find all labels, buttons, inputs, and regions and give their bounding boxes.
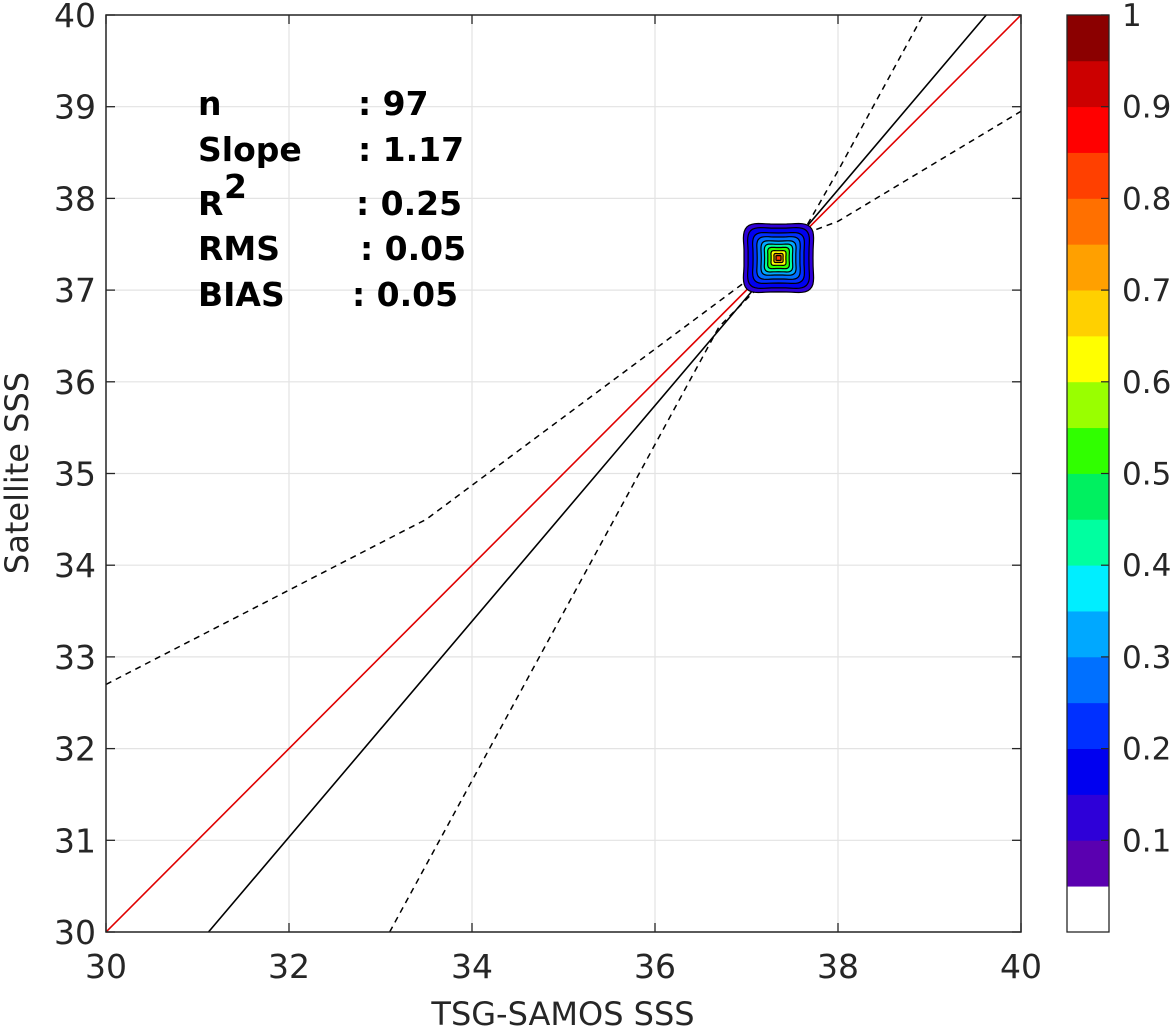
- colorbar-segment: [1067, 748, 1109, 795]
- colorbar-tick-label: 0.9: [1122, 90, 1171, 126]
- stat-value: : 97: [358, 84, 429, 123]
- y-axis-label: Satellite SSS: [0, 372, 36, 574]
- axis-ticks: [105, 14, 1022, 933]
- y-tick-label: 32: [54, 730, 96, 769]
- density-contours: [742, 222, 815, 294]
- colorbar-segment: [1067, 886, 1109, 933]
- colorbar-segment: [1067, 794, 1109, 841]
- y-tick-labels: 30 31 32 33 34 35 36 37 38 39 40: [54, 0, 96, 952]
- x-tick-label: 40: [1000, 947, 1042, 986]
- colorbar-segment: [1067, 427, 1109, 474]
- stat-label: BIAS: [198, 275, 285, 314]
- y-tick-label: 38: [54, 179, 96, 218]
- colorbar-segment: [1067, 519, 1109, 566]
- colorbar-segment: [1067, 473, 1109, 520]
- colorbar-segment: [1067, 198, 1109, 245]
- colorbar: 0.1 0.2 0.3 0.4 0.5 0.6 0.7 0.8 0.9 1: [1066, 0, 1171, 933]
- stat-superscript: 2: [224, 167, 247, 206]
- stat-label: R: [198, 184, 223, 223]
- colorbar-segment: [1067, 152, 1109, 199]
- y-tick-label: 30: [54, 913, 96, 952]
- regression-line: [207, 15, 987, 932]
- y-tick-label: 40: [54, 0, 96, 35]
- y-tick-label: 39: [54, 88, 96, 127]
- colorbar-segment: [1067, 106, 1109, 153]
- colorbar-segment: [1067, 565, 1109, 612]
- colorbar-tick-label: 0.6: [1122, 365, 1171, 401]
- colorbar-tick-label: 0.2: [1122, 732, 1171, 768]
- y-tick-label: 37: [54, 271, 96, 310]
- colorbar-tick-label: 0.1: [1122, 823, 1171, 859]
- x-tick-label: 30: [85, 947, 127, 986]
- stat-value: : 0.05: [360, 229, 466, 268]
- y-tick-label: 36: [54, 363, 96, 402]
- colorbar-segment: [1067, 381, 1109, 429]
- stat-label: n: [198, 84, 222, 123]
- colorbar-segment: [1067, 656, 1109, 704]
- x-tick-label: 38: [817, 947, 859, 986]
- colorbar-tick-label: 0.4: [1122, 548, 1171, 584]
- x-tick-label: 36: [634, 947, 676, 986]
- one-to-one-line: [106, 15, 1021, 932]
- stat-value: : 0.05: [352, 275, 458, 314]
- x-tick-label: 34: [451, 947, 493, 986]
- colorbar-segment: [1067, 702, 1109, 749]
- colorbar-tick-label: 0.7: [1122, 273, 1171, 309]
- stat-label: Slope: [198, 130, 302, 169]
- colorbar-tick-label: 0.5: [1122, 457, 1171, 493]
- colorbar-segment: [1067, 244, 1109, 291]
- colorbar-tick-label: 1: [1122, 0, 1142, 34]
- x-axis-label: TSG-SAMOS SSS: [430, 995, 694, 1028]
- x-tick-labels: 30 32 34 36 38 40: [85, 947, 1042, 986]
- colorbar-segment: [1067, 15, 1109, 62]
- stats-box: n : 97 Slope : 1.17 R 2 : 0.25 RMS : 0.05 BIAS : 0…: [198, 84, 466, 314]
- colorbar-segment: [1067, 611, 1109, 658]
- density-contour: [775, 254, 782, 262]
- x-tick-label: 32: [268, 947, 310, 986]
- y-tick-label: 31: [54, 821, 96, 860]
- colorbar-segment: [1067, 840, 1109, 887]
- grid: [105, 14, 1022, 933]
- stat-value: : 0.25: [356, 184, 462, 223]
- colorbar-segment: [1067, 290, 1109, 337]
- y-tick-label: 34: [54, 546, 96, 585]
- stat-value: : 1.17: [358, 130, 464, 169]
- stat-label: RMS: [198, 229, 280, 268]
- colorbar-tick-label: 0.8: [1122, 181, 1171, 217]
- colorbar-segment: [1067, 60, 1109, 108]
- colorbar-segment: [1067, 335, 1109, 383]
- colorbar-tick-label: 0.3: [1122, 640, 1171, 676]
- y-tick-label: 35: [54, 455, 96, 494]
- y-tick-label: 33: [54, 638, 96, 677]
